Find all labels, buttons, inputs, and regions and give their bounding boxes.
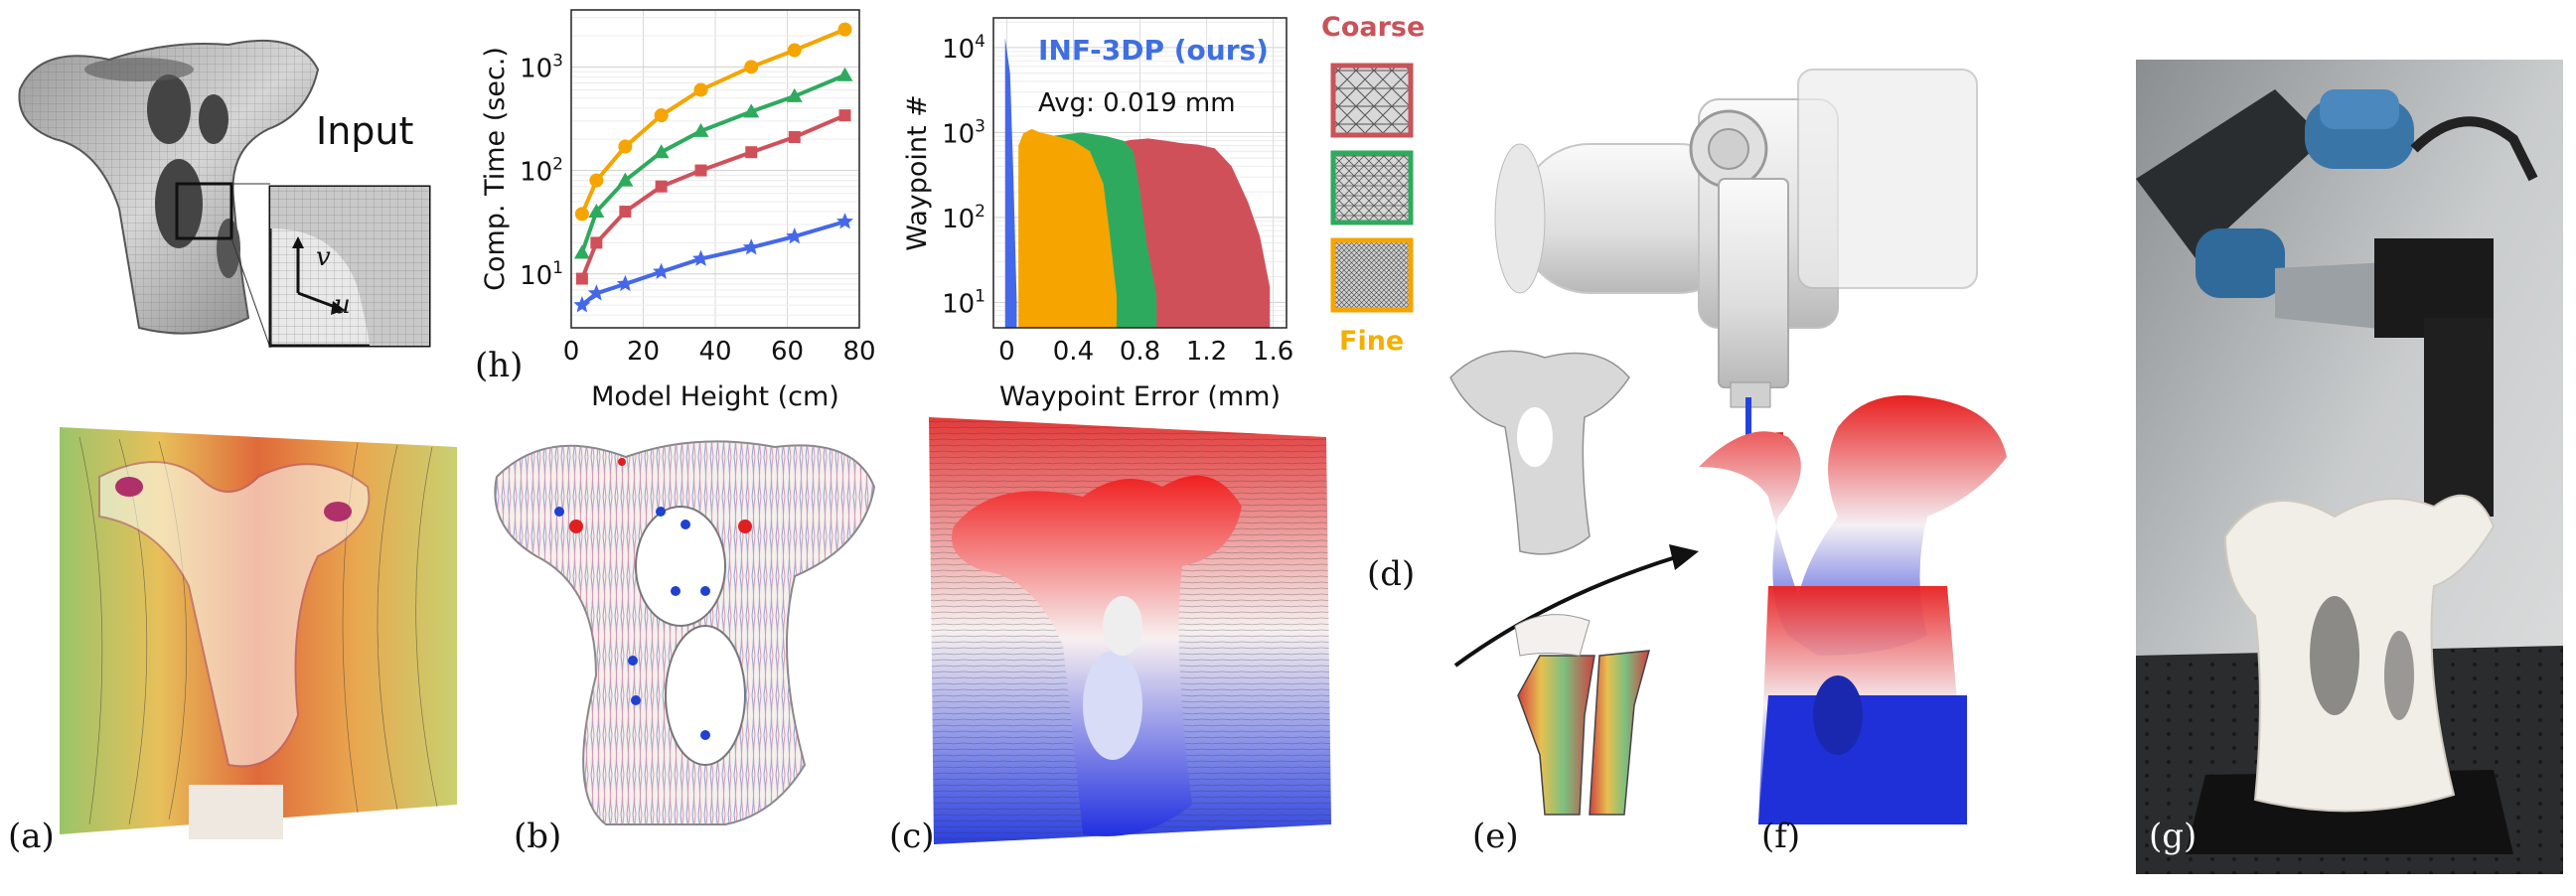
panel-label-g: (g) bbox=[2149, 817, 2197, 856]
input-mesh-model bbox=[18, 39, 320, 335]
data-point bbox=[744, 60, 759, 75]
data-point bbox=[743, 103, 760, 118]
panel-a-field-figure bbox=[60, 427, 457, 839]
input-label: Input bbox=[316, 109, 414, 153]
data-point bbox=[742, 238, 760, 255]
x-axis-label: Waypoint Error (mm) bbox=[999, 381, 1281, 412]
data-point bbox=[574, 207, 589, 222]
data-point bbox=[654, 108, 669, 123]
fine-label: Fine bbox=[1339, 326, 1405, 357]
histogram-area bbox=[1004, 38, 1017, 329]
panel-b-streamline-figure bbox=[494, 440, 876, 825]
panel-label-a: (a) bbox=[8, 817, 55, 856]
data-point bbox=[575, 272, 588, 285]
resolution-swatches bbox=[1330, 63, 1414, 313]
panel-label-f: (f) bbox=[1761, 817, 1801, 856]
data-point bbox=[588, 204, 605, 219]
coarse-label: Coarse bbox=[1321, 12, 1426, 43]
v-axis-label: v bbox=[316, 242, 331, 272]
robot-arm bbox=[1494, 69, 1978, 408]
x-axis-label: Model Height (cm) bbox=[591, 381, 839, 412]
panel-f-model bbox=[1699, 395, 2007, 824]
coarse-swatch bbox=[1330, 63, 1414, 138]
x-tick-label: 1.6 bbox=[1253, 337, 1293, 367]
data-point bbox=[590, 236, 603, 249]
data-point bbox=[693, 82, 708, 97]
data-point bbox=[786, 87, 803, 102]
data-point bbox=[619, 206, 632, 219]
series-line bbox=[580, 27, 846, 216]
y-tick-label: 102 bbox=[520, 155, 563, 188]
x-tick-label: 1.2 bbox=[1186, 337, 1227, 367]
x-tick-label: 0.8 bbox=[1120, 337, 1160, 367]
plot-frame bbox=[992, 17, 1288, 329]
printed-white-model bbox=[2223, 494, 2496, 813]
zoom-region-box bbox=[175, 182, 233, 240]
data-point bbox=[653, 262, 671, 279]
x-tick-label: 40 bbox=[698, 337, 731, 367]
panel-label-c: (c) bbox=[889, 817, 935, 856]
y-tick-label: 103 bbox=[942, 116, 985, 149]
avg-annotation: Avg: 0.019 mm bbox=[1038, 88, 1236, 118]
panel-label-e: (e) bbox=[1472, 817, 1519, 856]
data-point bbox=[589, 173, 604, 188]
y-tick-label: 104 bbox=[942, 32, 985, 65]
fine-swatch bbox=[1330, 237, 1414, 313]
data-point bbox=[692, 122, 709, 137]
data-point bbox=[655, 180, 668, 193]
data-point bbox=[617, 172, 634, 187]
data-point bbox=[691, 249, 710, 266]
data-point bbox=[573, 296, 591, 313]
data-point bbox=[837, 22, 852, 37]
panel-c-scalar-field-figure bbox=[929, 417, 1331, 844]
data-point bbox=[786, 227, 804, 244]
data-point bbox=[587, 284, 605, 301]
u-axis-label: u bbox=[334, 290, 351, 320]
medium-swatch bbox=[1330, 150, 1414, 225]
data-point bbox=[653, 144, 670, 159]
data-point bbox=[788, 130, 801, 143]
x-tick-label: 0.4 bbox=[1053, 337, 1094, 367]
x-tick-label: 0 bbox=[563, 337, 580, 367]
y-tick-label: 101 bbox=[942, 286, 985, 319]
data-point bbox=[836, 67, 853, 81]
input-model-figure bbox=[18, 39, 431, 349]
panel-d-model bbox=[1449, 350, 1630, 555]
data-point bbox=[787, 43, 802, 58]
data-point bbox=[618, 139, 633, 154]
x-tick-label: 0 bbox=[998, 337, 1015, 367]
waypoint-error-chart: 0 0.4 0.8 1.2 1.6 101 102 103 104 Waypoint Error … bbox=[902, 17, 1293, 412]
data-point bbox=[573, 244, 590, 259]
x-tick-label: 80 bbox=[842, 337, 875, 367]
robot-arm-figure bbox=[1449, 69, 2007, 824]
y-tick-label: 103 bbox=[520, 51, 563, 83]
chart-title: INF-3DP (ours) bbox=[1038, 34, 1269, 67]
panel-label-d: (d) bbox=[1367, 554, 1416, 594]
data-point bbox=[835, 213, 854, 229]
panel-label-h: (h) bbox=[475, 346, 524, 385]
x-tick-label: 60 bbox=[771, 337, 804, 367]
data-point bbox=[694, 164, 707, 177]
zoom-inset bbox=[268, 185, 431, 348]
series-line bbox=[580, 220, 846, 307]
plot-frame bbox=[570, 9, 860, 329]
panel-e-model bbox=[1514, 614, 1651, 816]
y-axis-label: Comp. Time (sec.) bbox=[480, 47, 511, 291]
panel-g-photo bbox=[2136, 60, 2563, 874]
data-point bbox=[838, 109, 851, 122]
series-line bbox=[579, 73, 846, 254]
x-tick-label: 20 bbox=[627, 337, 660, 367]
y-tick-label: 102 bbox=[942, 202, 985, 234]
histogram-area bbox=[1018, 128, 1118, 328]
data-point bbox=[616, 274, 634, 292]
y-axis-label: Waypoint # bbox=[902, 94, 933, 251]
comp-time-chart: 0 20 40 60 80 101 102 103 Model Height (cm) Comp.… bbox=[480, 9, 876, 412]
y-tick-label: 101 bbox=[520, 258, 563, 291]
data-point bbox=[745, 146, 758, 159]
ur-robot-arm bbox=[2136, 89, 2494, 517]
panel-label-b: (b) bbox=[514, 817, 562, 856]
